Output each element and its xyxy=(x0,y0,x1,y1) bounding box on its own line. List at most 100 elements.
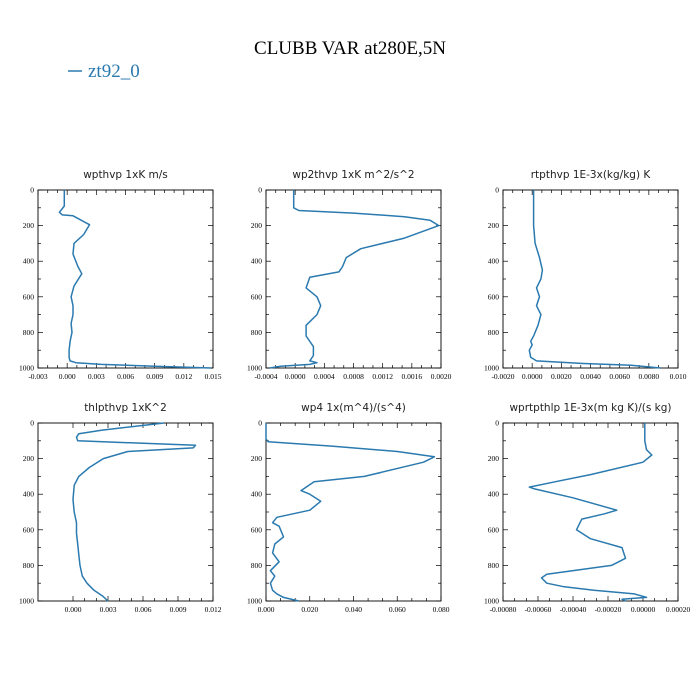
x-tick-label: 0.006 xyxy=(135,605,152,614)
y-tick-label: 600 xyxy=(251,525,263,534)
series-line xyxy=(265,423,436,602)
y-tick-label: 800 xyxy=(488,561,500,570)
y-tick-label: 1000 xyxy=(247,364,262,373)
y-tick-label: 0 xyxy=(258,419,262,428)
panel-title: thlpthvp 1xK^2 xyxy=(84,402,167,414)
series-line xyxy=(72,422,197,602)
x-tick-label: 0.0000 xyxy=(285,372,306,381)
y-tick-label: 200 xyxy=(23,221,35,230)
y-tick-label: 0 xyxy=(495,186,499,195)
x-tick-label: 0.0012 xyxy=(372,372,393,381)
y-tick-label: 200 xyxy=(488,221,500,230)
y-tick-label: 600 xyxy=(23,292,35,301)
y-tick-label: 200 xyxy=(251,221,263,230)
x-tick-label: 0.000 xyxy=(59,372,76,381)
series-line xyxy=(528,423,653,602)
y-tick-label: 200 xyxy=(488,454,500,463)
y-tick-label: 400 xyxy=(23,490,35,499)
y-tick-label: 0 xyxy=(30,419,34,428)
x-tick-label: 0.080 xyxy=(433,605,450,614)
x-tick-label: 0.0040 xyxy=(580,372,601,381)
y-tick-label: 1000 xyxy=(484,597,499,606)
panel-title: wp2thvp 1xK m^2/s^2 xyxy=(292,169,414,181)
x-tick-label: 0.0008 xyxy=(343,372,364,381)
panel-4: thlpthvp 1xK^2 0 200 400 600 800 1000 0.000 0.00… xyxy=(19,402,222,614)
panel-6: wprtpthlp 1E-3x(m kg K)/(s kg) 0 200 400 600… xyxy=(484,402,690,614)
x-tick-label: 0.012 xyxy=(205,605,222,614)
series-line xyxy=(269,190,440,369)
x-tick-label: -0.0020 xyxy=(491,372,514,381)
y-tick-label: 400 xyxy=(23,257,35,266)
y-tick-label: 1000 xyxy=(247,597,262,606)
x-tick-label: 0.015 xyxy=(205,372,222,381)
plot-frame xyxy=(265,189,442,369)
x-tick-label: 0.009 xyxy=(170,605,187,614)
panel-title: wpthvp 1xK m/s xyxy=(83,169,168,181)
plot-frame xyxy=(502,422,679,602)
y-tick-label: 800 xyxy=(251,328,263,337)
y-tick-label: 0 xyxy=(30,186,34,195)
y-tick-label: 800 xyxy=(488,328,500,337)
plot-frame xyxy=(37,189,214,369)
x-tick-label: 0.00000 xyxy=(631,605,656,614)
x-tick-label: 0.020 xyxy=(301,605,318,614)
x-tick-label: 0.0020 xyxy=(551,372,572,381)
legend: zt92_0 xyxy=(68,61,140,82)
plot-frame xyxy=(502,189,679,369)
panel-1: wpthvp 1xK m/s 0 200 400 600 800 1000-0.003 0.0… xyxy=(19,169,222,381)
y-tick-label: 600 xyxy=(488,292,500,301)
x-tick-label: -0.00040 xyxy=(560,605,587,614)
x-tick-label: 0.0016 xyxy=(402,372,423,381)
panel-title: rtpthvp 1E-3x(kg/kg) K xyxy=(531,169,652,181)
panel-title: wprtpthlp 1E-3x(m kg K)/(s kg) xyxy=(509,402,671,414)
x-tick-label: 0.0060 xyxy=(609,372,630,381)
x-tick-label: 0.040 xyxy=(345,605,362,614)
x-tick-label: 0.00020 xyxy=(666,605,691,614)
y-tick-label: 600 xyxy=(251,292,263,301)
x-tick-label: -0.00060 xyxy=(525,605,552,614)
y-tick-label: 1000 xyxy=(19,364,34,373)
y-tick-label: 1000 xyxy=(19,597,34,606)
x-tick-label: 0.000 xyxy=(65,605,82,614)
y-tick-label: 0 xyxy=(258,186,262,195)
y-tick-label: 800 xyxy=(23,328,35,337)
panel-2: wp2thvp 1xK m^2/s^2 0 200 400 600 800 1000-0.0… xyxy=(247,169,452,381)
y-tick-label: 800 xyxy=(251,561,263,570)
chart-title: CLUBB VAR at280E,5N xyxy=(254,38,446,59)
x-tick-label: 0.060 xyxy=(389,605,406,614)
panel-title: wp4 1x(m^4)/(s^4) xyxy=(301,402,406,414)
x-tick-label: 0.000 xyxy=(258,605,275,614)
y-tick-label: 200 xyxy=(23,454,35,463)
x-tick-label: 0.012 xyxy=(175,372,192,381)
x-tick-label: -0.003 xyxy=(28,372,48,381)
x-tick-label: 0.0080 xyxy=(639,372,660,381)
y-tick-label: 1000 xyxy=(484,364,499,373)
y-tick-label: 400 xyxy=(251,257,263,266)
y-tick-label: 200 xyxy=(251,454,263,463)
x-tick-label: 0.0000 xyxy=(522,372,543,381)
y-tick-label: 400 xyxy=(488,490,500,499)
legend-label: zt92_0 xyxy=(88,61,140,82)
x-tick-label: -0.0004 xyxy=(254,372,277,381)
panel-3: rtpthvp 1E-3x(kg/kg) K 0 200 400 600 800 1000-… xyxy=(484,169,687,381)
y-tick-label: 800 xyxy=(23,561,35,570)
x-tick-label: 0.006 xyxy=(117,372,134,381)
x-tick-label: 0.0004 xyxy=(314,372,335,381)
y-tick-label: 400 xyxy=(488,257,500,266)
series-line xyxy=(58,190,212,369)
x-tick-label: 0.0020 xyxy=(431,372,452,381)
y-tick-label: 400 xyxy=(251,490,263,499)
x-tick-label: 0.003 xyxy=(100,605,117,614)
x-tick-label: -0.00080 xyxy=(490,605,517,614)
x-tick-label: 0.003 xyxy=(88,372,105,381)
x-tick-label: 0.010 xyxy=(670,372,687,381)
y-tick-label: 0 xyxy=(495,419,499,428)
x-tick-label: 0.009 xyxy=(146,372,163,381)
plot-frame xyxy=(37,422,214,602)
series-line xyxy=(528,190,661,369)
x-tick-label: -0.00020 xyxy=(595,605,622,614)
plot-frame xyxy=(265,422,442,602)
